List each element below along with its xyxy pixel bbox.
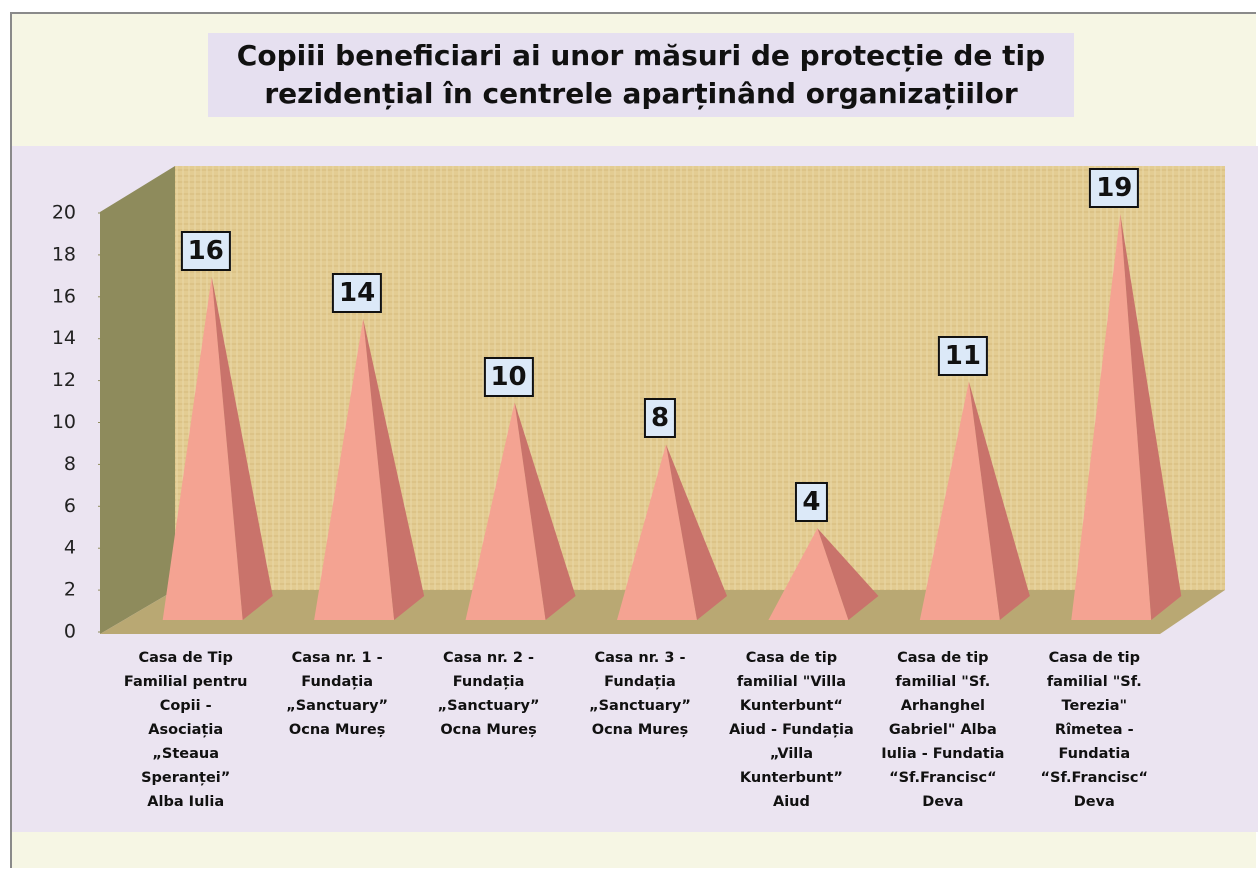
y-tick-label: 10 <box>52 411 76 433</box>
value-label: 19 <box>1089 167 1140 208</box>
chart-title: Copiii beneficiari ai unor măsuri de pro… <box>208 33 1074 117</box>
value-label: 14 <box>332 272 383 313</box>
pyramid-front <box>162 276 243 620</box>
y-tick-label: 14 <box>52 327 76 349</box>
pyramid <box>768 528 879 620</box>
pyramid <box>617 444 727 620</box>
pyramid-side <box>211 276 273 620</box>
value-label: 11 <box>937 335 988 376</box>
value-label: 4 <box>795 482 828 523</box>
pyramid-side <box>968 381 1030 620</box>
pyramid-side <box>1120 213 1182 620</box>
y-tick-label: 12 <box>52 369 76 391</box>
pyramid-front <box>465 402 546 620</box>
value-label: 10 <box>483 356 534 397</box>
pyramid-side <box>514 402 576 620</box>
y-tick-label: 6 <box>64 495 76 517</box>
y-tick-label: 16 <box>52 285 76 307</box>
x-tick-label: Casa de tip familial "Villa Kunterbunt“ … <box>729 650 854 810</box>
pyramid <box>919 381 1030 620</box>
pyramid-front <box>919 381 1000 620</box>
pyramid-side <box>817 528 879 620</box>
pyramid <box>1071 213 1182 620</box>
pyramid <box>314 318 425 620</box>
pyramid-front <box>1071 213 1152 620</box>
y-tick-label: 2 <box>64 579 76 601</box>
y-tick-label: 4 <box>64 537 76 559</box>
y-tick-label: 0 <box>64 621 76 643</box>
side-wall <box>100 166 175 634</box>
pyramid-front <box>768 528 849 620</box>
x-tick-label: Casa nr. 2 - Fundația „Sanctuary” Ocna M… <box>437 650 540 738</box>
pyramid-front <box>314 318 395 620</box>
x-tick-label: Casa de tip familial "Sf. Arhanghel Gabr… <box>881 650 1005 810</box>
pyramid-side <box>666 444 727 620</box>
y-tick-label: 8 <box>64 453 76 475</box>
pyramid-front <box>617 444 697 620</box>
pyramid-side <box>363 318 425 620</box>
y-tick-label: 18 <box>52 243 76 265</box>
x-tick-label: Casa nr. 1 - Fundația „Sanctuary” Ocna M… <box>286 650 389 738</box>
value-label: 8 <box>643 398 677 439</box>
pyramid <box>465 402 576 620</box>
value-label: 16 <box>180 230 231 271</box>
y-tick-label: 20 <box>52 202 76 224</box>
x-tick-label: Casa de tip familial "Sf. Terezia" Rîmet… <box>1040 650 1149 810</box>
pyramid <box>162 276 273 620</box>
x-tick-label: Casa nr. 3 - Fundația „Sanctuary” Ocna M… <box>589 650 691 738</box>
x-tick-label: Casa de Tip Familial pentru Copii - Asoc… <box>123 650 248 810</box>
